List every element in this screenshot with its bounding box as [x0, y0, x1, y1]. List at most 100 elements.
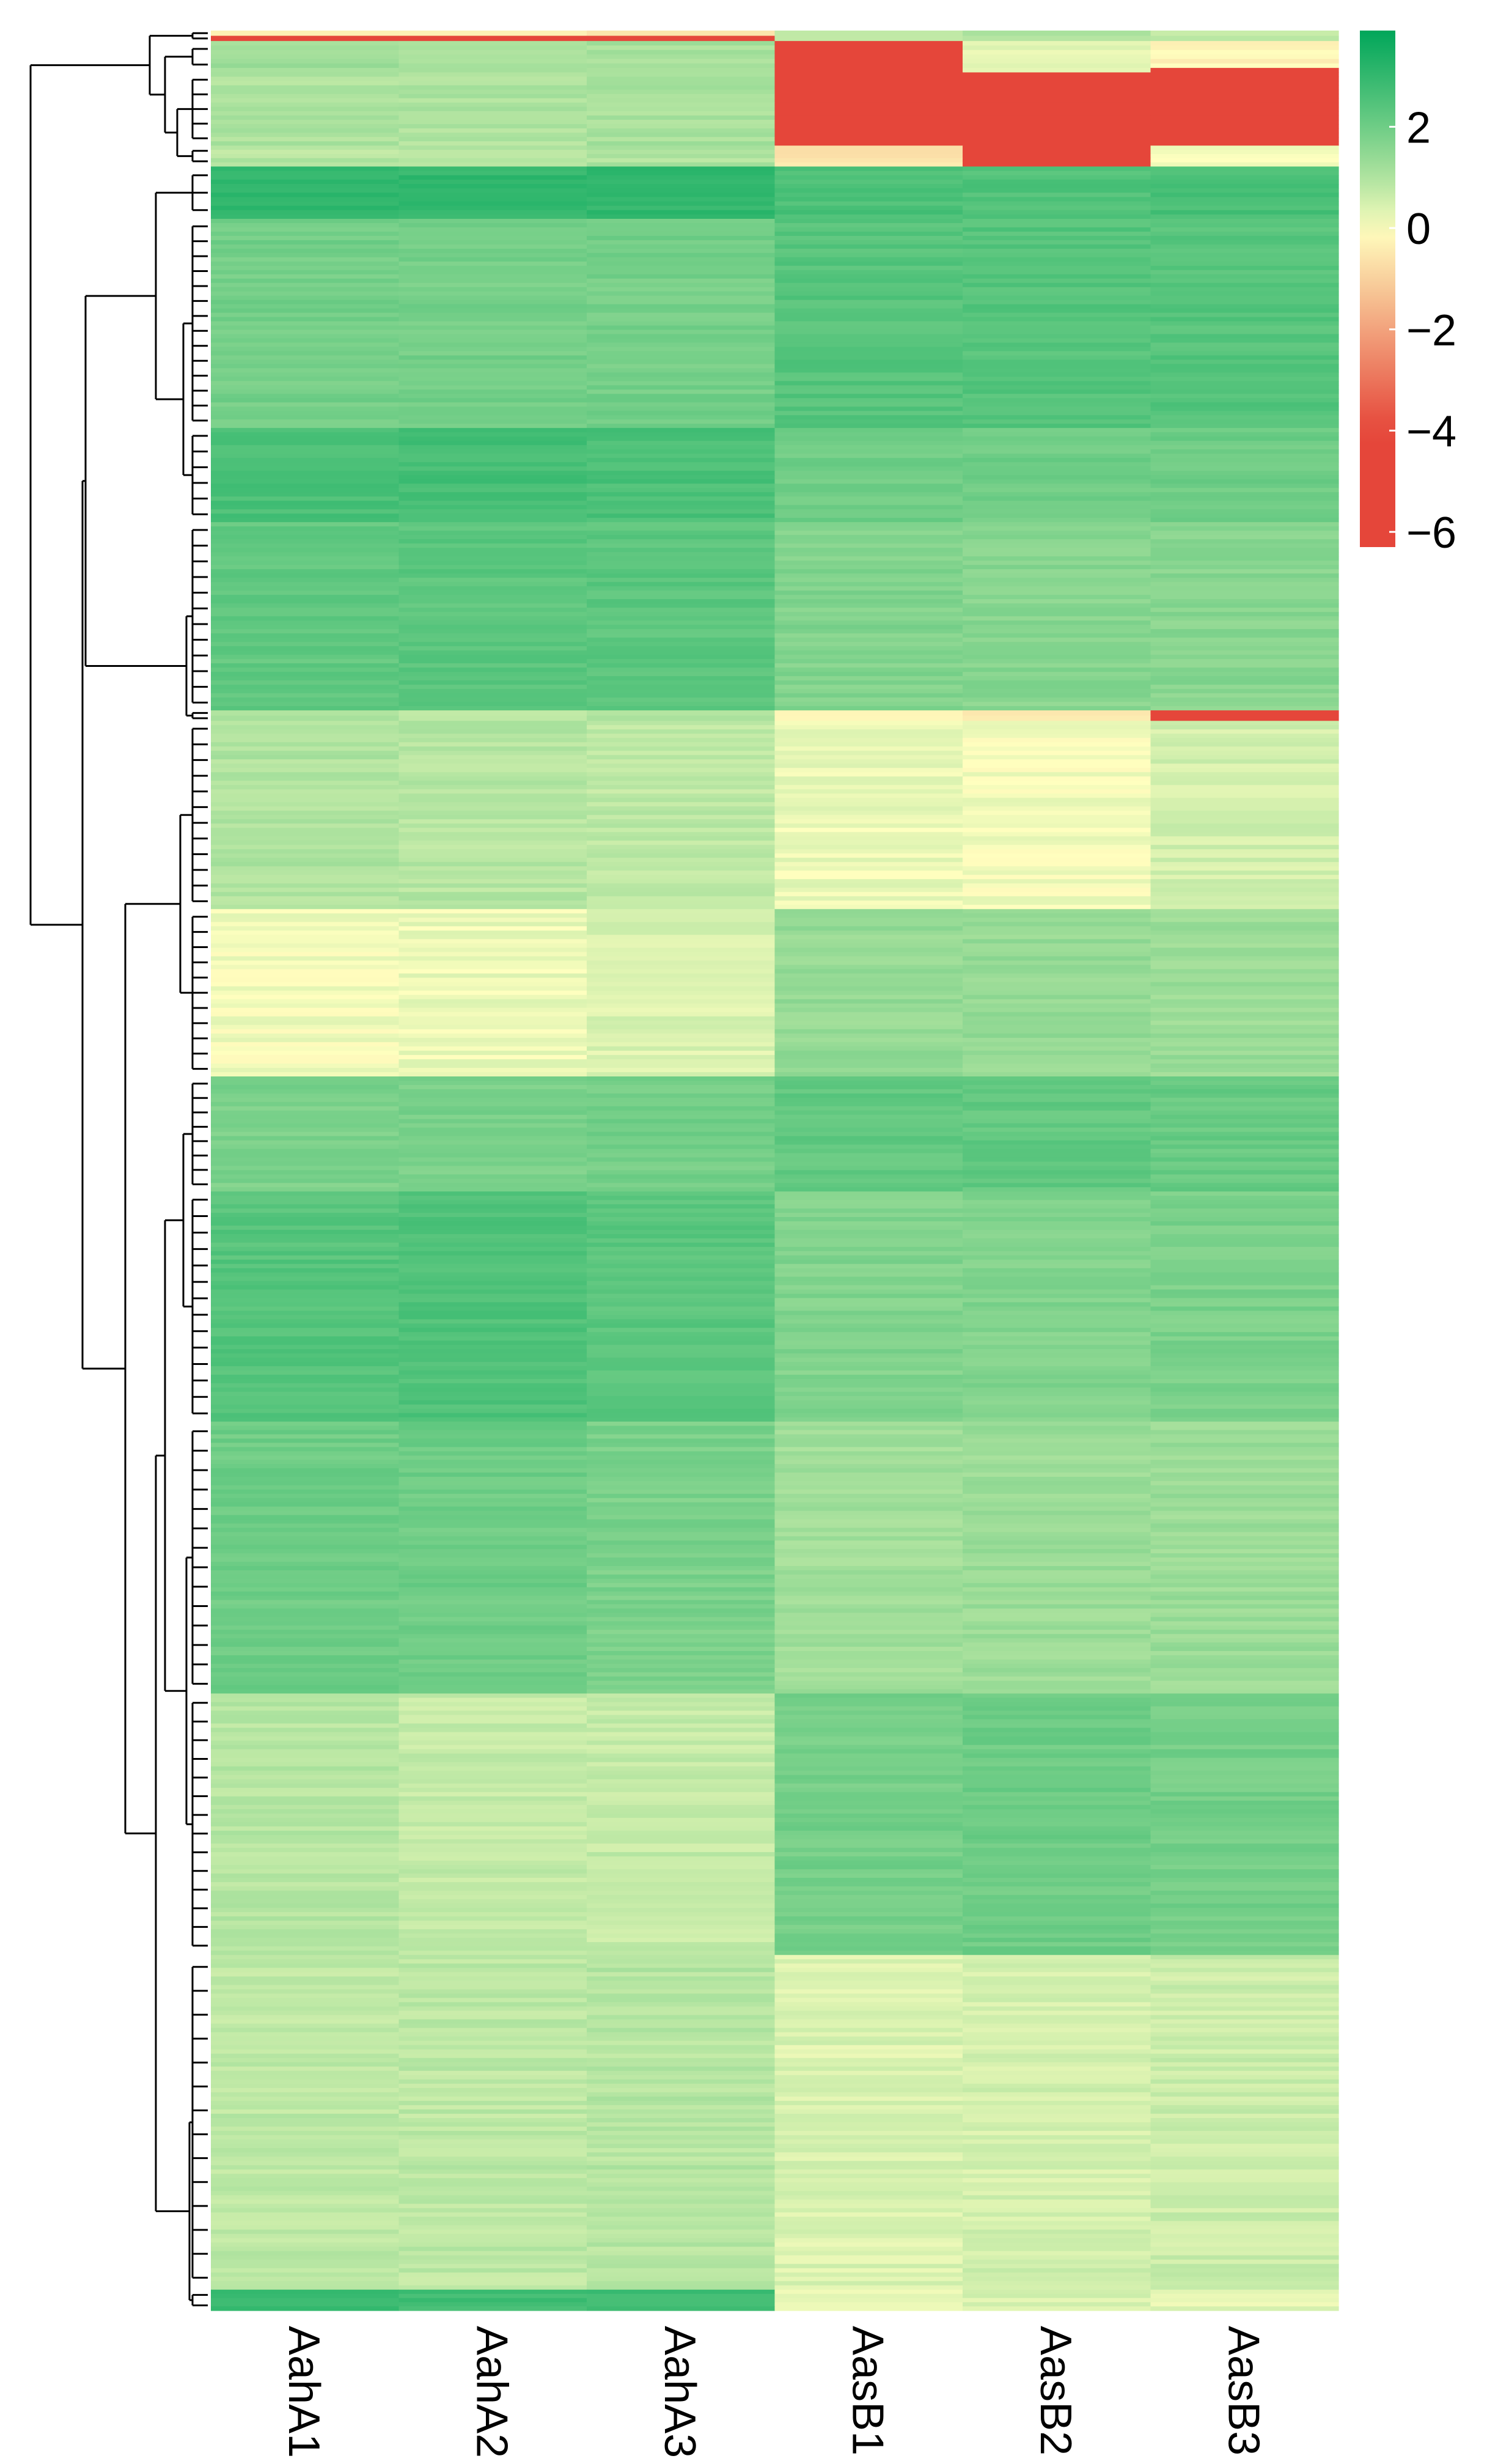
heatmap-cell: [587, 1676, 776, 1682]
heatmap-cell: [1150, 1591, 1339, 1597]
heatmap-cell: [774, 364, 963, 369]
heatmap-cell: [211, 1536, 400, 1541]
heatmap-cell: [211, 1753, 400, 1759]
heatmap-cell: [398, 552, 587, 557]
heatmap-cell: [211, 1916, 400, 1921]
heatmap-cell: [1150, 1183, 1339, 1188]
heatmap-cell: [1150, 1242, 1339, 1248]
heatmap-cell: [587, 183, 776, 189]
heatmap-cell: [398, 2178, 587, 2183]
heatmap-cell: [963, 1980, 1151, 1985]
heatmap-cell: [774, 2032, 963, 2037]
heatmap-cell: [774, 1951, 963, 1955]
heatmap-cell: [398, 1830, 587, 1836]
heatmap-cell: [587, 304, 776, 309]
heatmap-cell: [398, 1225, 587, 1230]
heatmap-cell: [963, 76, 1151, 82]
heatmap-cell: [774, 1080, 963, 1086]
heatmap-cell: [774, 1502, 963, 1507]
heatmap-cell: [398, 1498, 587, 1503]
heatmap-cell: [963, 1951, 1151, 1955]
heatmap-cell: [587, 1545, 776, 1550]
heatmap-cell: [1150, 1985, 1339, 1990]
heatmap-cell: [963, 218, 1151, 224]
heatmap-cell: [1150, 188, 1339, 193]
heatmap-cell: [774, 1179, 963, 1183]
heatmap-cell: [774, 1899, 963, 1904]
heatmap-cell: [1150, 1650, 1339, 1656]
heatmap-cell: [587, 1234, 776, 1239]
heatmap-cell: [774, 1302, 963, 1307]
heatmap-cell: [587, 2191, 776, 2196]
heatmap-cell: [211, 1468, 400, 1473]
heatmap-cell: [1150, 1689, 1339, 1694]
heatmap-cell: [774, 811, 963, 815]
heatmap-cell: [211, 909, 400, 914]
heatmap-cell: [211, 368, 400, 373]
heatmap-cell: [774, 1685, 963, 1690]
heatmap-cell: [587, 1946, 776, 1951]
heatmap-cell: [774, 1779, 963, 1784]
heatmap-cell: [963, 840, 1151, 845]
heatmap-cell: [211, 81, 400, 86]
heatmap-cell: [398, 2092, 587, 2097]
heatmap-cell: [1150, 2242, 1339, 2248]
heatmap-cell: [1150, 2204, 1339, 2209]
heatmap-cell: [211, 729, 400, 734]
heatmap-cell: [1150, 1293, 1339, 1299]
heatmap-cell: [963, 406, 1151, 411]
heatmap-cell: [398, 655, 587, 660]
heatmap-cell: [587, 265, 776, 271]
heatmap-cell: [211, 291, 400, 296]
heatmap-cell: [587, 300, 776, 305]
heatmap-cell: [774, 1672, 963, 1677]
heatmap-cell: [211, 1080, 400, 1086]
legend-ticks: 20−2−4−6: [1389, 103, 1456, 557]
heatmap-cell: [587, 1993, 776, 1999]
heatmap-cell: [774, 2212, 963, 2218]
heatmap-cell: [587, 287, 776, 292]
heatmap-cell: [963, 1238, 1151, 1243]
heatmap-cell: [587, 1604, 776, 1609]
heatmap-cell: [398, 1719, 587, 1724]
heatmap-cell: [211, 892, 400, 897]
heatmap-cell: [587, 2195, 776, 2200]
heatmap-cell: [774, 1340, 963, 1345]
heatmap-cell: [774, 291, 963, 296]
heatmap-cell: [587, 676, 776, 681]
heatmap-cell: [774, 729, 963, 734]
heatmap-cell: [963, 1336, 1151, 1341]
heatmap-cell: [398, 1136, 587, 1141]
heatmap-cell: [587, 556, 776, 561]
heatmap-cell: [211, 402, 400, 407]
heatmap-cell: [398, 1545, 587, 1550]
heatmap-cell: [587, 1447, 776, 1452]
heatmap-cell: [211, 1617, 400, 1622]
heatmap-cell: [774, 2066, 963, 2072]
heatmap-cell: [211, 162, 400, 167]
heatmap-cell: [774, 952, 963, 957]
heatmap-cell: [1150, 278, 1339, 284]
heatmap-cell: [398, 364, 587, 369]
heatmap-cell: [587, 702, 776, 707]
heatmap-cell: [1150, 1583, 1339, 1588]
heatmap-cell: [398, 128, 587, 133]
heatmap-cell: [1150, 2131, 1339, 2136]
heatmap-cell: [211, 1882, 400, 1887]
heatmap-cell: [587, 625, 776, 630]
heatmap-cell: [963, 2234, 1151, 2239]
heatmap-cell: [211, 188, 400, 193]
heatmap-cell: [774, 1285, 963, 1290]
heatmap-cell: [211, 725, 400, 730]
heatmap-cell: [398, 496, 587, 501]
heatmap-cell: [963, 734, 1151, 738]
heatmap-cell: [774, 1689, 963, 1694]
heatmap-cell: [587, 746, 776, 751]
heatmap-cell: [774, 133, 963, 138]
heatmap-cell: [774, 1161, 963, 1166]
heatmap-cell: [398, 1886, 587, 1891]
heatmap-cell: [774, 484, 963, 488]
heatmap-cell: [211, 2178, 400, 2183]
heatmap-cell: [398, 1046, 587, 1051]
heatmap-cell: [774, 2272, 963, 2278]
